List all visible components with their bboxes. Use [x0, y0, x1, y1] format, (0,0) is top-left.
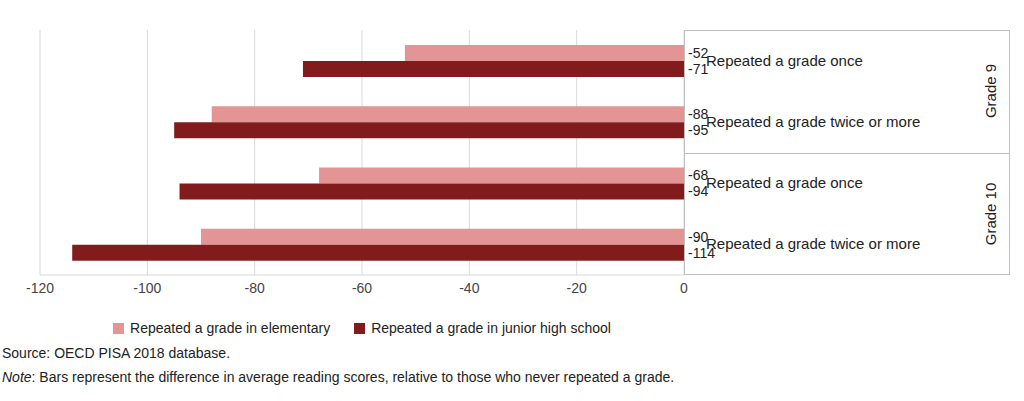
svg-text:-90: -90 [688, 229, 708, 245]
svg-text:-94: -94 [688, 183, 708, 199]
svg-text:-71: -71 [688, 61, 708, 77]
html-text:Repeated a grade in junior hig: Repeated a grade in junior high school [371, 320, 611, 336]
svg-text:Repeated a grade once: Repeated a grade once [706, 174, 863, 191]
svg-text:-114: -114 [688, 245, 715, 261]
html-text:Note: Bars represent the diffe: Note: Bars represent the difference in a… [2, 369, 675, 385]
html-text:Grade 9: Grade 9 [981, 64, 999, 119]
svg-text:-60: -60 [352, 280, 372, 296]
svg-text:Repeated a grade once: Repeated a grade once [706, 52, 863, 69]
svg-text:-68: -68 [688, 167, 708, 183]
html-text:Source: OECD PISA 2018 databas: Source: OECD PISA 2018 database. [2, 345, 230, 361]
svg-text:-52: -52 [688, 45, 708, 61]
svg-text:Repeated a grade twice or more: Repeated a grade twice or more [706, 113, 920, 130]
svg-text:-120: -120 [26, 280, 54, 296]
svg-text:-20: -20 [567, 280, 587, 296]
html-text:Repeated a grade in elementary: Repeated a grade in elementary [130, 320, 331, 336]
svg-text:Repeated a grade twice or more: Repeated a grade twice or more [706, 235, 920, 252]
svg-text:-100: -100 [133, 280, 161, 296]
svg-text:-40: -40 [459, 280, 479, 296]
svg-text:-80: -80 [245, 280, 265, 296]
svg-text:-88: -88 [688, 106, 708, 122]
html-text:Grade 10: Grade 10 [981, 182, 999, 245]
svg-text:-95: -95 [688, 122, 708, 138]
svg-text:0: 0 [680, 280, 688, 296]
